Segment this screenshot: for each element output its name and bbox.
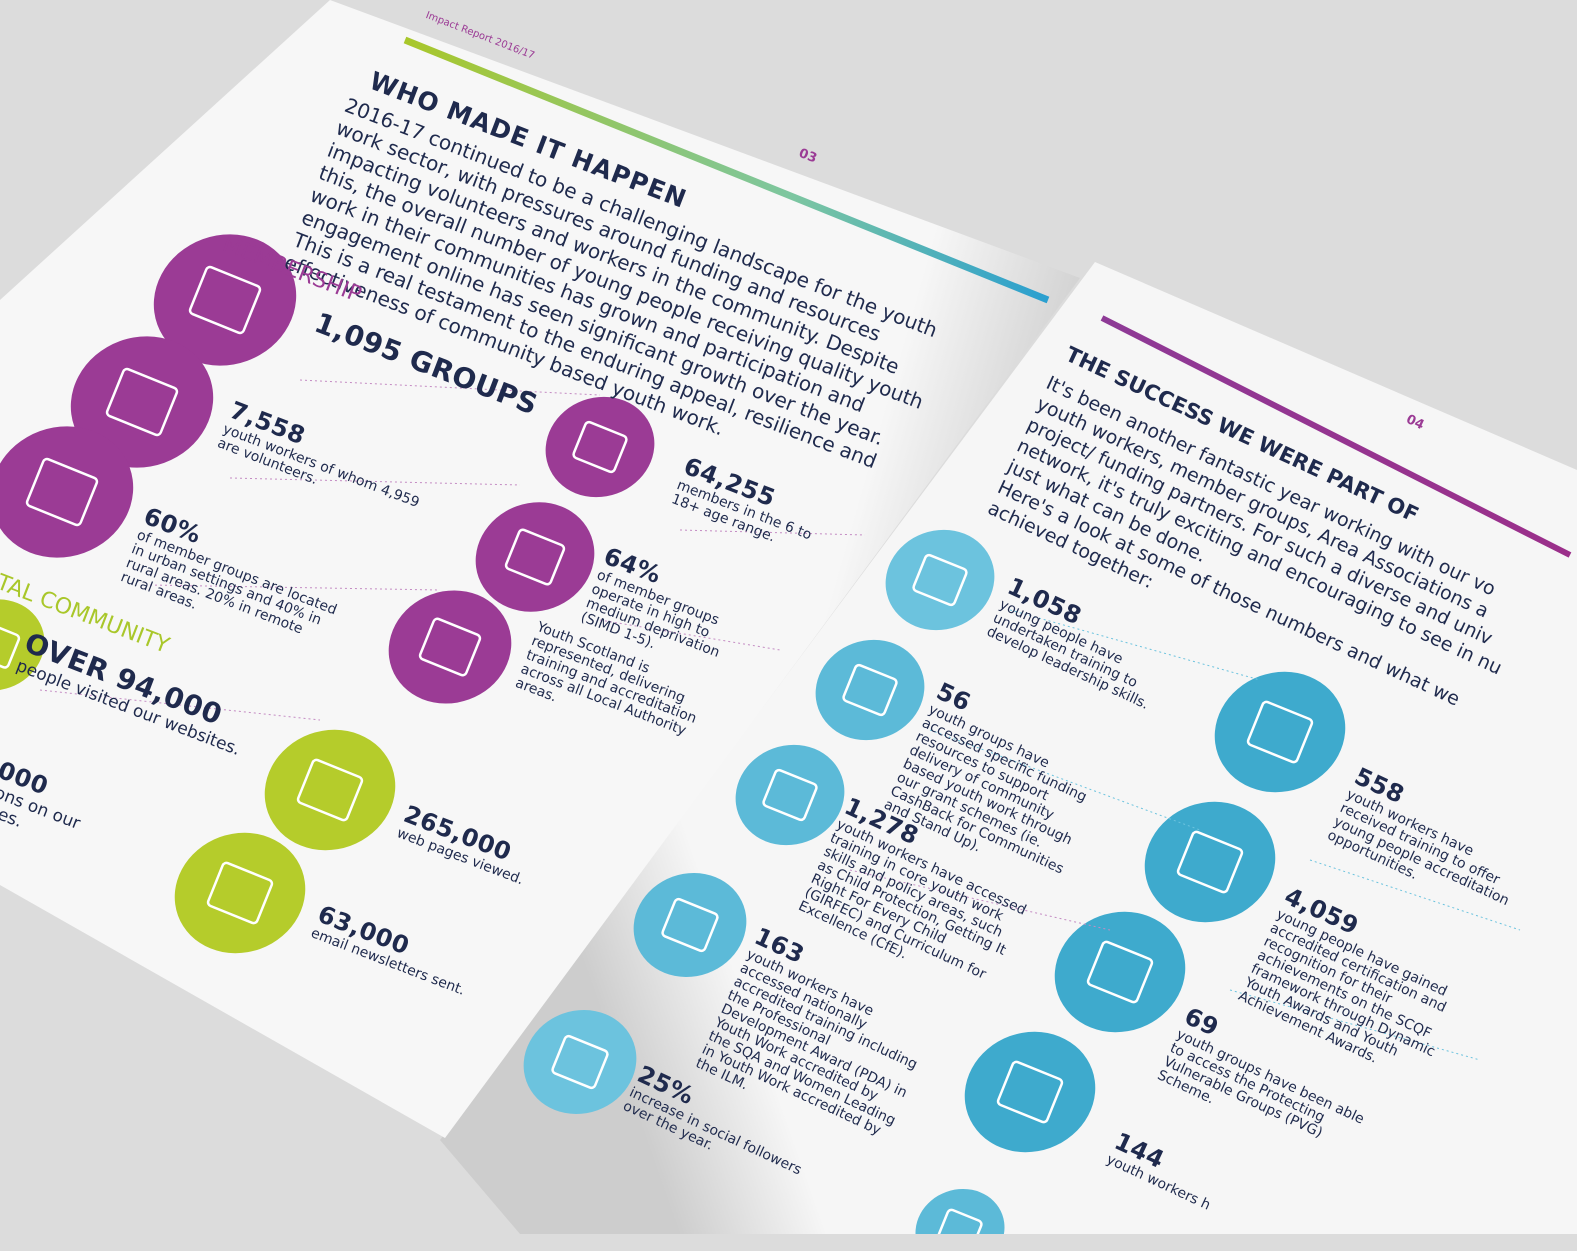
icon-glyph	[1086, 940, 1154, 1004]
separator	[229, 477, 521, 486]
icon-glyph	[504, 528, 566, 586]
icon-blob	[735, 744, 845, 846]
icon-glyph	[1176, 830, 1244, 894]
icon-blob	[153, 234, 297, 366]
separator	[679, 529, 866, 536]
icon-glyph	[296, 758, 364, 822]
icon-glyph	[842, 663, 898, 717]
icon-glyph	[661, 897, 719, 953]
icon-glyph	[188, 265, 262, 335]
icon-blob	[70, 336, 214, 468]
icon-glyph	[551, 1034, 609, 1090]
icon-blob	[815, 639, 925, 741]
icon-glyph	[418, 617, 482, 677]
icon-blob	[885, 529, 995, 631]
icon-glyph	[937, 1208, 983, 1234]
separator	[299, 379, 601, 396]
header-bar	[1100, 315, 1572, 558]
separator	[1229, 989, 1481, 1061]
icon-blob	[633, 873, 747, 977]
icon-glyph	[25, 457, 99, 527]
icon-blob	[1054, 911, 1186, 1033]
icons	[0, 234, 1521, 1234]
separator	[39, 689, 321, 721]
icon-glyph	[912, 553, 968, 607]
icon-glyph	[572, 420, 628, 474]
icon-blob	[475, 502, 595, 612]
icon-blob	[264, 729, 396, 851]
icon-blob	[523, 1010, 637, 1114]
icon-blob	[174, 832, 306, 954]
separator	[599, 619, 781, 651]
icon-blob	[915, 1188, 1005, 1234]
icon-blob	[388, 590, 512, 704]
icon-glyph	[0, 621, 21, 669]
right-page	[440, 262, 1577, 1234]
icon-glyph	[105, 367, 179, 437]
icon-blob	[545, 396, 655, 498]
header-bar	[403, 36, 1050, 304]
icon-blob	[1214, 671, 1346, 793]
icon-glyph	[762, 768, 818, 822]
icon-blob	[0, 599, 45, 691]
icon-blob	[964, 1031, 1096, 1153]
icon-blob	[1144, 801, 1276, 923]
separator	[1309, 859, 1521, 931]
separator	[1009, 609, 1261, 681]
icon-glyph	[996, 1060, 1064, 1124]
icon-glyph	[206, 861, 274, 925]
separator	[149, 584, 441, 591]
icon-blob	[0, 426, 134, 558]
icon-glyph	[1246, 700, 1314, 764]
